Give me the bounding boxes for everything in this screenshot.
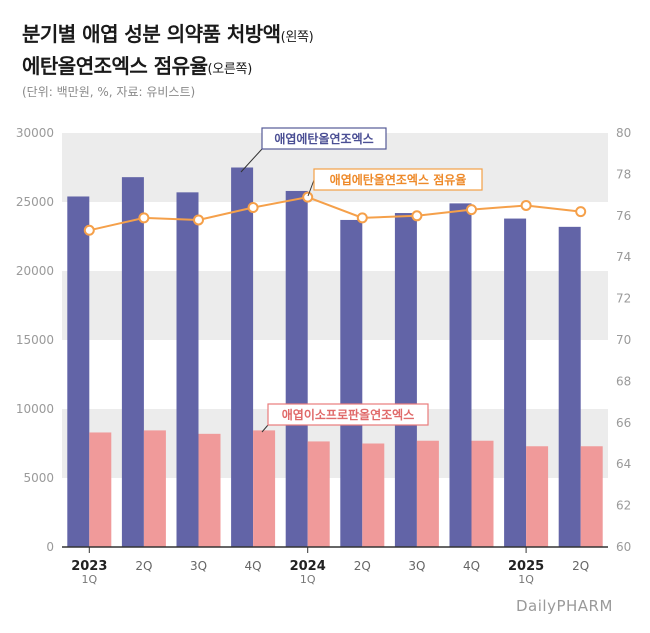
share-point [466,204,477,216]
share-point [411,210,423,222]
title-line-2-text: 에탄올연조엑스 점유율 [22,54,208,78]
bar-isopropanol [143,430,166,547]
y-right-tick-label: 66 [616,416,631,430]
daily-pharm-logo: DailyPHARM [516,597,613,615]
label-share: 애엽에탄올연조엑스 점유율 [307,168,483,197]
label-ethanol-text: 애엽에탄올연조엑스 [274,131,373,146]
label-ethanol-leader [240,148,263,173]
bar-ethanol [558,226,581,547]
x-tick-sublabel: 1Q [518,573,534,586]
bar-ethanol [285,190,308,547]
label-isopropanol-text: 애엽이소프로판올연조엑스 [282,407,414,422]
bar-isopropanol [89,432,112,547]
y-left-tick-label: 15000 [16,333,54,347]
y-right-tick-label: 64 [616,457,631,471]
axes-group: 0 5000 10000 15000 20000 25000 30000 60 62 64 66 68… [16,126,631,586]
bar-isopropanol [416,440,439,547]
y-right-tick-label: 60 [616,540,631,554]
y-left-tick-label: 20000 [16,264,54,278]
y-right-tick-label: 80 [616,126,631,140]
y-left-tick-label: 10000 [16,402,54,416]
bar-ethanol [449,203,472,547]
x-tick-label: 2Q [354,559,371,573]
title-line-1-note: (왼쪽) [280,30,314,45]
label-isopropanol-box [267,403,429,426]
title-line-2-note: (오른쪽) [207,62,252,77]
x-tick-label: 3Q [408,559,425,573]
share-point [356,212,368,224]
line-series-group [83,191,587,236]
y-left-tick-label: 30000 [16,126,54,140]
y-right-tick-label: 62 [616,499,631,513]
bar-isopropanol [471,440,494,547]
x-tick-label: 4Q [245,559,262,573]
bar-ethanol [176,192,199,547]
unit-note: (단위: 백만원, %, 자료: 유비스트) [22,85,196,99]
bar-isopropanol [307,441,330,547]
share-point [520,199,532,211]
label-isopropanol: 애엽이소프로판올연조엑스 [261,403,429,433]
label-share-leader [307,179,315,197]
y-right-tick-label: 70 [616,333,631,347]
bar-ethanol [394,213,417,548]
bar-isopropanol [198,433,221,547]
share-point [193,214,204,226]
bar-ethanol [121,177,144,547]
bar-ethanol [231,167,254,547]
bar-ethanol [504,218,527,547]
x-tick-label: 2024 [290,559,326,574]
x-tick-label: 2023 [71,559,107,574]
x-tick-label: 4Q [463,559,480,573]
label-isopropanol-leader [261,424,269,433]
bars-group [67,167,603,548]
x-tick-label: 2025 [508,559,544,574]
share-point [575,206,587,218]
bar-isopropanol [362,443,385,547]
label-ethanol-box [261,127,387,150]
y-right-tick-label: 74 [616,250,631,264]
title-line-1: 분기별 애엽 성분 의약품 처방액(왼쪽) [22,20,314,52]
y-right-tick-label: 72 [616,292,631,306]
x-tick-sublabel: 1Q [300,573,316,586]
share-point [138,212,150,224]
share-line [89,196,581,232]
chart-title: 분기별 애엽 성분 의약품 처방액(왼쪽) 에탄올연조엑스 점유율(오른쪽) [22,20,314,84]
logo-text: DailyPHARM [516,597,613,615]
bar-isopropanol [253,430,276,547]
y-right-tick-label: 76 [616,209,631,223]
y-left-tick-label: 5000 [23,471,54,485]
y-left-tick-label: 25000 [16,195,54,209]
x-tick-label: 3Q [190,559,207,573]
share-point [247,202,259,214]
y-right-tick-label: 78 [616,167,631,181]
y-left-tick-label: 0 [46,540,54,554]
title-line-1-text: 분기별 애엽 성분 의약품 처방액 [22,22,281,46]
share-point [302,191,314,203]
bar-ethanol [340,219,363,547]
label-ethanol: 애엽에탄올연조엑스 [240,127,387,173]
label-share-box [313,168,483,191]
x-tick-sublabel: 1Q [81,573,97,586]
x-tick-label: 2Q [135,559,152,573]
share-point [83,224,95,236]
y-right-tick-label: 68 [616,374,631,388]
title-line-2: 에탄올연조엑스 점유율(오른쪽) [22,52,313,84]
label-share-text: 애엽에탄올연조엑스 점유율 [330,172,467,187]
bar-ethanol [67,196,90,548]
bar-isopropanol [526,446,549,547]
x-tick-label: 2Q [572,559,589,573]
bar-isopropanol [580,446,603,547]
